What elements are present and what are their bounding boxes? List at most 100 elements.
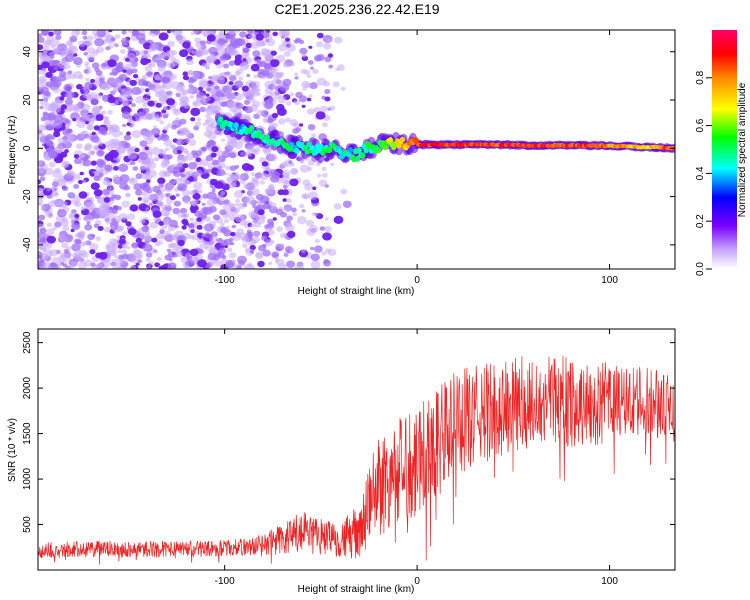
noise-point xyxy=(153,146,158,151)
noise-point xyxy=(74,213,80,219)
noise-point xyxy=(40,206,47,211)
noise-point xyxy=(52,191,58,196)
noise-point xyxy=(221,93,226,97)
noise-point xyxy=(173,200,181,207)
noise-point xyxy=(90,160,98,166)
noise-point xyxy=(299,203,305,209)
noise-point xyxy=(144,146,149,151)
snr-y-label: SNR (10 * v/v) xyxy=(7,418,18,482)
noise-point xyxy=(94,172,101,177)
y-tick-label: -20 xyxy=(22,189,33,204)
noise-point xyxy=(166,74,171,79)
noise-point xyxy=(298,249,309,258)
noise-point xyxy=(53,178,59,183)
noise-point xyxy=(280,243,285,247)
x-tick-label: -100 xyxy=(215,275,235,286)
noise-point xyxy=(62,135,68,141)
noise-point xyxy=(302,194,308,200)
noise-point xyxy=(82,86,87,90)
colorbar-tick-label: 0.6 xyxy=(695,118,706,132)
x-tick-label: 0 xyxy=(414,576,420,587)
noise-point xyxy=(243,99,251,105)
ridge-point xyxy=(360,152,366,159)
noise-point xyxy=(158,149,167,156)
spectrogram-panel: -100 0 100 -40 -20 0 20 40 Height of straight l… xyxy=(7,29,676,297)
noise-point xyxy=(146,161,157,170)
ridge-point xyxy=(327,147,333,154)
noise-point xyxy=(132,250,143,259)
noise-point xyxy=(97,196,106,204)
noise-point xyxy=(314,238,320,244)
noise-point xyxy=(329,105,336,111)
noise-point xyxy=(292,212,298,217)
noise-point xyxy=(108,77,117,85)
noise-point xyxy=(62,185,69,191)
noise-point xyxy=(312,68,319,75)
noise-point xyxy=(77,179,83,185)
noise-point xyxy=(114,34,121,39)
noise-point xyxy=(234,164,240,169)
noise-point xyxy=(131,86,142,96)
noise-point xyxy=(98,168,104,173)
noise-point xyxy=(182,75,190,81)
noise-point xyxy=(226,247,233,253)
noise-point xyxy=(191,71,201,80)
noise-point xyxy=(251,219,256,224)
noise-point xyxy=(126,246,131,250)
noise-point xyxy=(69,74,77,80)
noise-point xyxy=(126,122,131,126)
noise-point xyxy=(245,195,256,205)
noise-point xyxy=(340,86,346,91)
noise-point xyxy=(127,151,138,160)
noise-point xyxy=(94,67,100,72)
noise-point xyxy=(51,100,62,109)
noise-point xyxy=(169,163,179,172)
noise-point xyxy=(190,229,195,234)
noise-point xyxy=(51,47,59,54)
noise-point xyxy=(237,255,247,264)
noise-point xyxy=(215,149,224,157)
noise-point xyxy=(102,208,111,216)
noise-point xyxy=(324,96,331,102)
noise-point xyxy=(65,129,71,134)
noise-point xyxy=(107,59,117,68)
noise-point xyxy=(261,235,268,241)
noise-point xyxy=(48,60,57,67)
noise-point xyxy=(96,149,105,157)
noise-point xyxy=(231,224,236,229)
noise-point xyxy=(175,250,184,258)
noise-point xyxy=(40,116,47,122)
noise-point xyxy=(46,187,51,192)
noise-point xyxy=(148,202,154,207)
noise-point xyxy=(57,74,67,82)
noise-point xyxy=(323,80,330,87)
noise-point xyxy=(116,145,126,154)
noise-point xyxy=(319,226,326,231)
noise-point xyxy=(195,157,201,162)
spectrogram-frame xyxy=(37,29,676,270)
noise-point xyxy=(76,231,86,239)
noise-point xyxy=(192,100,202,107)
noise-point xyxy=(175,34,184,42)
noise-point xyxy=(235,214,245,223)
noise-point xyxy=(90,97,99,106)
noise-point xyxy=(38,179,42,185)
noise-point xyxy=(108,126,116,133)
noise-point xyxy=(206,199,216,207)
noise-point xyxy=(228,60,236,66)
noise-point xyxy=(321,251,327,256)
noise-point xyxy=(238,76,244,81)
noise-point xyxy=(73,103,82,110)
noise-point xyxy=(109,196,115,201)
noise-point xyxy=(51,199,56,204)
noise-point xyxy=(160,53,167,59)
colorbar-tick-label: 0.2 xyxy=(695,214,706,228)
noise-point xyxy=(264,239,274,247)
noise-point xyxy=(38,36,45,43)
noise-point xyxy=(96,30,106,38)
noise-point xyxy=(171,233,179,241)
noise-point xyxy=(264,101,274,109)
noise-point xyxy=(251,239,257,245)
noise-point xyxy=(135,96,145,104)
noise-point xyxy=(111,258,116,262)
